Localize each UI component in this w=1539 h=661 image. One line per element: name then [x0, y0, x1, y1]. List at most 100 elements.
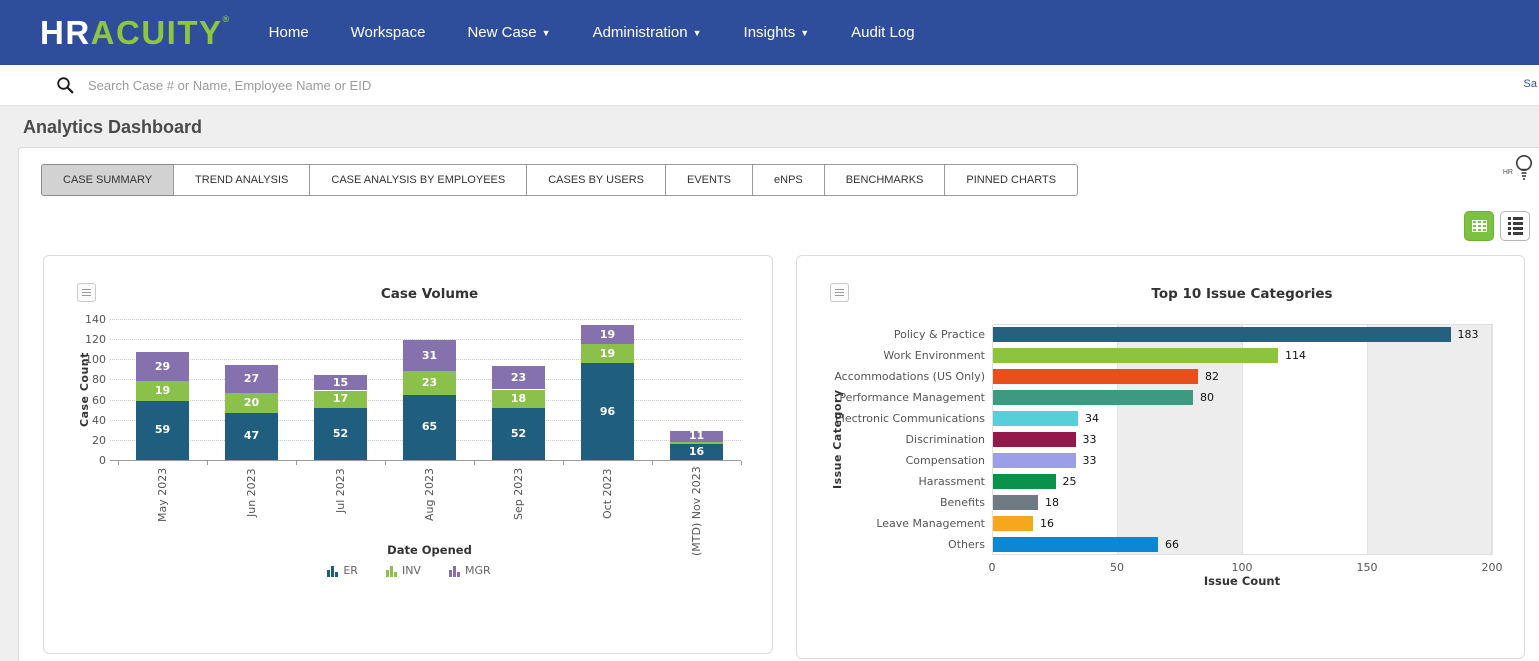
tab-case-analysis-by-employees[interactable]: CASE ANALYSIS BY EMPLOYEES [309, 164, 527, 196]
nav-item-administration[interactable]: Administration▼ [593, 24, 702, 41]
bar-value-label: 27 [225, 372, 278, 385]
list-view-icon [1508, 217, 1523, 235]
list-view-button[interactable] [1500, 211, 1530, 241]
bar-value-label: 47 [225, 429, 278, 442]
issue-bar[interactable] [993, 369, 1198, 384]
dashboard-tabs: CASE SUMMARY TREND ANALYSIS CASE ANALYSI… [41, 164, 1078, 196]
bar-value-label: 23 [492, 371, 545, 384]
nav-item-audit-log[interactable]: Audit Log [851, 24, 914, 41]
bar-segment-inv[interactable]: 17 [314, 391, 367, 408]
bar-segment-mgr[interactable]: 15 [314, 375, 367, 390]
x-axis-title: Issue Count [992, 574, 1492, 588]
issue-bar[interactable] [993, 537, 1158, 552]
bar-segment-er[interactable]: 47 [225, 413, 278, 460]
case-volume-chart: 020406080100120140591929May 2023472027Ju… [44, 256, 772, 653]
nav-item-home[interactable]: Home [269, 24, 309, 41]
issue-bar[interactable] [993, 390, 1193, 405]
x-axis-tick [385, 461, 386, 465]
tab-enps[interactable]: eNPS [752, 164, 825, 196]
bar-segment-mgr[interactable]: 23 [492, 366, 545, 389]
bar-value-label: 66 [1165, 538, 1179, 551]
legend-label: MGR [465, 564, 491, 577]
issue-bar[interactable] [993, 474, 1056, 489]
bar-value-label: 34 [1085, 412, 1099, 425]
bar-value-label: 33 [1083, 433, 1097, 446]
bar-segment-inv[interactable]: 20 [225, 393, 278, 413]
issue-bar[interactable] [993, 348, 1278, 363]
legend-item-inv[interactable]: INV [386, 564, 421, 577]
bar-segment-er[interactable]: 59 [136, 401, 189, 460]
tab-benchmarks[interactable]: BENCHMARKS [824, 164, 946, 196]
issue-bar[interactable] [993, 495, 1038, 510]
category-label: Performance Management [797, 391, 985, 404]
issue-bar[interactable] [993, 516, 1033, 531]
nav-item-workspace[interactable]: Workspace [351, 24, 426, 41]
logo-hr-text: HR [40, 14, 91, 51]
search-input[interactable] [88, 78, 988, 93]
bar-segment-mgr[interactable]: 11 [670, 431, 723, 442]
nav-item-insights[interactable]: Insights▼ [744, 24, 810, 41]
bar-segment-er[interactable]: 96 [581, 363, 634, 460]
bar-value-label: 19 [581, 328, 634, 341]
help-widget[interactable]: HR [1503, 152, 1535, 184]
tab-cases-by-users[interactable]: CASES BY USERS [526, 164, 666, 196]
category-label: Policy & Practice [797, 328, 985, 341]
category-label: Harassment [797, 475, 985, 488]
category-label: Discrimination [797, 433, 985, 446]
bar-value-label: 19 [581, 347, 634, 360]
category-label: Work Environment [797, 349, 985, 362]
main-nav: Home Workspace New Case▼ Administration▼… [269, 24, 915, 41]
x-gridline [1492, 324, 1493, 555]
bar-value-label: 183 [1458, 328, 1479, 341]
bar-value-label: 29 [136, 360, 189, 373]
bar-segment-er[interactable]: 52 [492, 408, 545, 460]
caret-down-icon: ▼ [800, 28, 809, 38]
bar-value-label: 18 [1045, 496, 1059, 509]
y-gridline [110, 319, 741, 320]
legend-item-er[interactable]: ER [327, 564, 358, 577]
bar-segment-mgr[interactable]: 19 [581, 325, 634, 344]
search-bar-right-link[interactable]: Sa [1524, 78, 1537, 90]
bar-value-label: 16 [1040, 517, 1054, 530]
bar-segment-mgr[interactable]: 31 [403, 340, 456, 371]
issue-bar[interactable] [993, 411, 1078, 426]
bar-segment-inv[interactable]: 19 [136, 381, 189, 400]
x-axis-title: Date Opened [118, 543, 741, 557]
tab-trend-analysis[interactable]: TREND ANALYSIS [173, 164, 310, 196]
grid-view-button[interactable] [1464, 211, 1494, 241]
help-hr-label: HR [1503, 169, 1513, 176]
issue-bar[interactable] [993, 432, 1076, 447]
legend-label: INV [402, 564, 421, 577]
tab-pinned-charts[interactable]: PINNED CHARTS [944, 164, 1078, 196]
bar-segment-inv[interactable]: 18 [492, 390, 545, 408]
tab-events[interactable]: EVENTS [665, 164, 753, 196]
bar-segment-mgr[interactable]: 29 [136, 352, 189, 381]
legend-bars-icon [386, 566, 397, 577]
bar-value-label: 59 [136, 423, 189, 436]
nav-item-new-case[interactable]: New Case▼ [467, 24, 550, 41]
bar-value-label: 52 [314, 427, 367, 440]
bar-segment-er[interactable]: 52 [314, 408, 367, 460]
bar-segment-inv[interactable]: 19 [581, 344, 634, 363]
bar-value-label: 80 [1200, 391, 1214, 404]
y-axis-title: Case Count [78, 348, 91, 432]
bar-segment-er[interactable]: 65 [403, 395, 456, 460]
category-label: Compensation [797, 454, 985, 467]
x-axis-tick [296, 461, 297, 465]
issue-bar[interactable] [993, 453, 1076, 468]
x-axis-tick [118, 461, 119, 465]
x-tick-label: 50 [1097, 561, 1137, 574]
bar-value-label: 52 [492, 427, 545, 440]
legend-item-mgr[interactable]: MGR [449, 564, 491, 577]
bar-segment-inv[interactable]: 23 [403, 371, 456, 394]
bar-segment-er[interactable]: 16 [670, 444, 723, 460]
grid-view-icon [1472, 220, 1487, 232]
x-axis-tick [741, 461, 742, 465]
y-tick-label: 140 [60, 313, 106, 326]
bar-segment-mgr[interactable]: 27 [225, 365, 278, 392]
hracuity-logo[interactable]: HRACUITY® [40, 14, 231, 52]
issue-bar[interactable] [993, 327, 1451, 342]
y-tick-label: 20 [60, 434, 106, 447]
bar-value-label: 17 [314, 392, 367, 405]
tab-case-summary[interactable]: CASE SUMMARY [41, 164, 174, 196]
